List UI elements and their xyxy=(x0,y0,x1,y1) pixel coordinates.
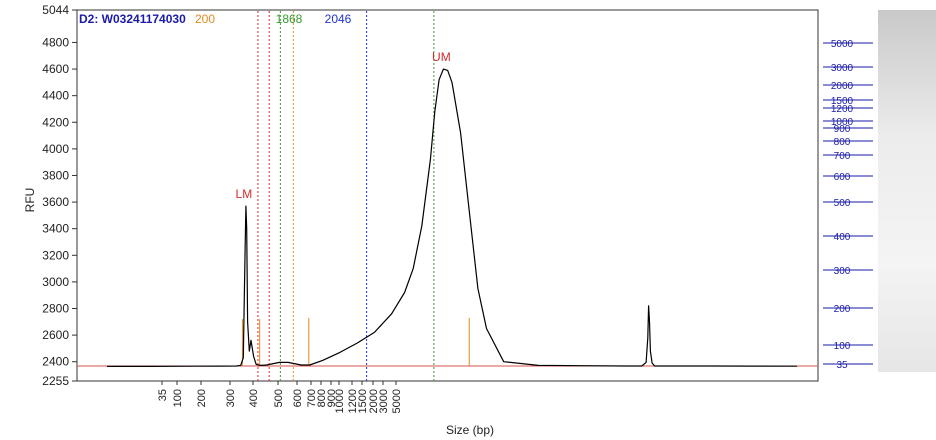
ladder-scale-label: 1000 xyxy=(831,117,854,128)
ladder-scale-label: 300 xyxy=(834,266,851,277)
y-tick-label: 4400 xyxy=(42,89,69,103)
x-tick-label: 500 xyxy=(273,389,285,407)
ladder-scale-label: 600 xyxy=(834,172,851,183)
ladder-scale-label: 1200 xyxy=(831,104,854,115)
x-tick-label: 600 xyxy=(292,389,304,407)
ladder-scale-label: 900 xyxy=(834,124,851,135)
annotations-layer: LM UM 200 1868 2046 xyxy=(195,12,451,201)
ladder-scale-label: 500 xyxy=(834,198,851,209)
ladder-scale-label: 800 xyxy=(834,137,851,148)
x-tick-label: 5000 xyxy=(391,389,403,413)
x-tick-label: 400 xyxy=(248,389,260,407)
y-tick-label: 3800 xyxy=(42,168,69,182)
x-tick-label: 100 xyxy=(172,389,184,407)
y-tick-label: 3400 xyxy=(42,222,69,236)
x-tick-label: 1500 xyxy=(357,389,369,413)
guide-lines-layer xyxy=(257,11,435,381)
x-tick-label: 1200 xyxy=(347,389,359,413)
top-guide-label: 2046 xyxy=(325,12,352,26)
x-axis-label: Size (bp) xyxy=(446,423,494,437)
ladder-scale-label: 100 xyxy=(834,341,851,352)
x-tick-label: 700 xyxy=(306,389,318,407)
ladder-scale-label: 200 xyxy=(834,304,851,315)
x-tick-label: 800 xyxy=(316,389,328,407)
ladder-scale-label: 400 xyxy=(834,232,851,243)
y-tick-label: 4000 xyxy=(42,142,69,156)
top-guide-label: 1868 xyxy=(276,12,303,26)
vertical-scrollbar[interactable] xyxy=(878,10,936,372)
y-tick-label: 4200 xyxy=(42,115,69,129)
x-tick-label: 300 xyxy=(225,389,237,407)
top-guide-label: 200 xyxy=(195,12,215,26)
ladder-peaks-layer xyxy=(241,317,470,366)
y-tick-label: 4600 xyxy=(42,62,69,76)
y-tick-label: 3200 xyxy=(42,248,69,262)
ladder-scale-label: 5000 xyxy=(831,39,854,50)
x-tick-label: 35 xyxy=(157,389,169,401)
ladder-scale-label: 700 xyxy=(834,151,851,162)
y-tick-label: 2255 xyxy=(42,374,69,388)
plot-frame xyxy=(76,9,819,382)
series-line xyxy=(107,68,798,367)
chart-title: D2: W03241174030 xyxy=(79,12,186,26)
x-tick-label: 200 xyxy=(196,389,208,407)
y-axis: 2255 2400 2600 2800 3000 3200 3400 3600 3800 4000… xyxy=(42,3,77,388)
ladder-scale-label: 3000 xyxy=(831,63,854,74)
plot-frame-layer xyxy=(76,9,819,382)
ladder-scale-label: 1500 xyxy=(831,96,854,107)
y-tick-label: 3600 xyxy=(42,195,69,209)
y-tick-label: 3000 xyxy=(42,275,69,289)
marker-label-lm: LM xyxy=(236,187,253,201)
y-tick-label: 2400 xyxy=(42,355,69,369)
y-tick-label: 4800 xyxy=(42,35,69,49)
x-tick-label: 2000 xyxy=(368,389,380,413)
y-axis-label: RFU xyxy=(23,188,37,213)
y-tick-label: 2600 xyxy=(42,328,69,342)
ladder-scale-label: 2000 xyxy=(831,81,854,92)
x-tick-label: 3000 xyxy=(378,389,390,413)
series-layer xyxy=(107,68,798,367)
x-tick-label: 1000 xyxy=(334,389,346,413)
y-tick-label: 2800 xyxy=(42,302,69,316)
marker-label-um: UM xyxy=(432,50,451,64)
y-tick-label: 5044 xyxy=(42,3,69,17)
x-tick-label: 900 xyxy=(326,389,338,407)
ladder-scale-label: 35 xyxy=(836,360,848,371)
